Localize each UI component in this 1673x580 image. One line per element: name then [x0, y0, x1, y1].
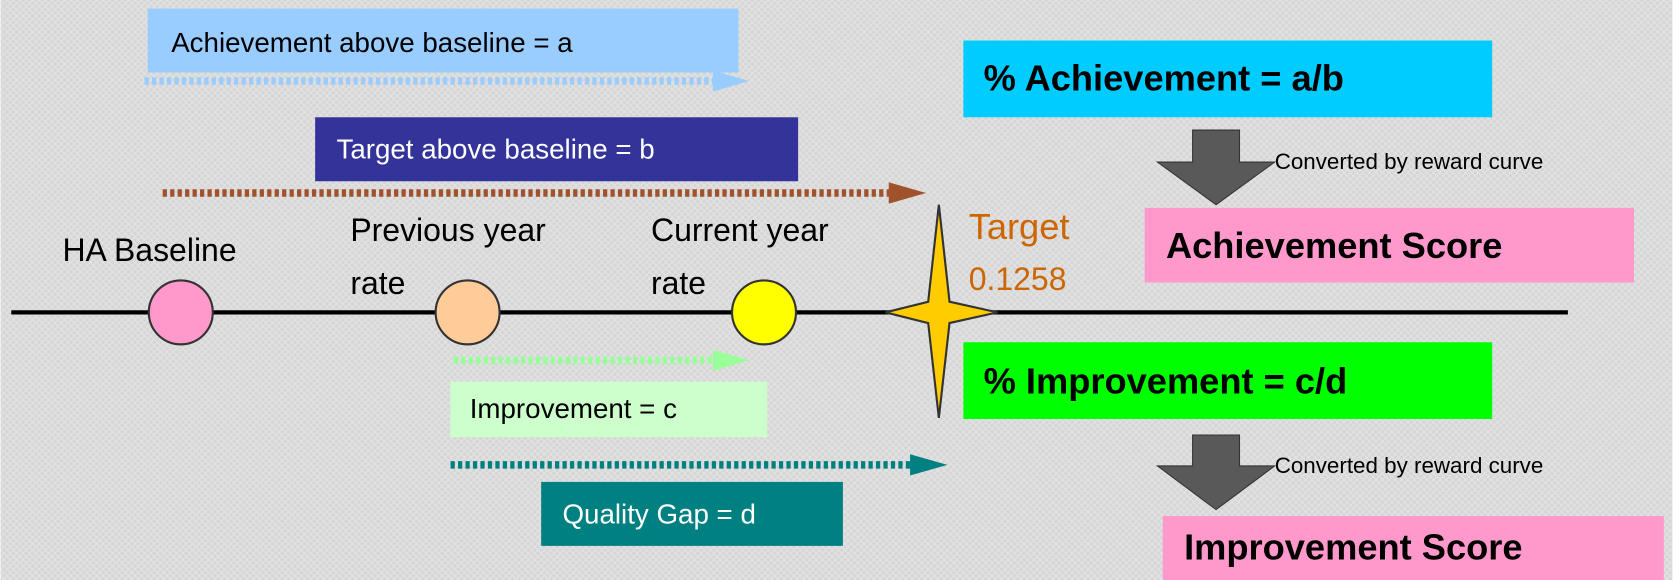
target-star	[885, 204, 998, 419]
arrow-head	[910, 454, 948, 476]
point-label: rate	[350, 265, 405, 301]
point	[730, 279, 798, 346]
point-label: HA Baseline	[62, 232, 236, 268]
arrow-head	[712, 70, 750, 92]
label-box	[450, 381, 768, 438]
point	[147, 279, 214, 346]
point-label: Current year	[651, 212, 829, 248]
down-arrow	[1155, 434, 1277, 511]
point-label: Previous year	[350, 212, 546, 248]
arrow-label: Improvement = c	[470, 393, 677, 424]
label-box	[541, 481, 843, 546]
score-box	[1162, 516, 1664, 580]
arrow-head	[712, 349, 750, 372]
arrow-head	[888, 182, 927, 204]
arrow-label: Target above baseline = b	[336, 134, 654, 165]
down-arrow	[1155, 129, 1277, 206]
label-box	[315, 117, 799, 182]
target-label: Target	[969, 206, 1070, 247]
conversion-note: Converted by reward curve	[1275, 453, 1544, 478]
label-box	[147, 8, 739, 73]
point-label: rate	[651, 265, 706, 301]
target-value: 0.1258	[969, 261, 1067, 297]
formula: % Improvement = c/d	[984, 360, 1348, 401]
conversion-note: Converted by reward curve	[1275, 149, 1544, 174]
arrow-label: Quality Gap = d	[562, 498, 755, 529]
formula: % Achievement = a/b	[984, 58, 1344, 99]
score-box	[1144, 207, 1634, 283]
formula-box	[963, 342, 1493, 420]
score: Improvement Score	[1184, 527, 1522, 568]
formula-box	[963, 40, 1493, 118]
score: Achievement Score	[1166, 225, 1502, 266]
point	[434, 279, 501, 346]
arrow-label: Achievement above baseline = a	[171, 27, 573, 58]
